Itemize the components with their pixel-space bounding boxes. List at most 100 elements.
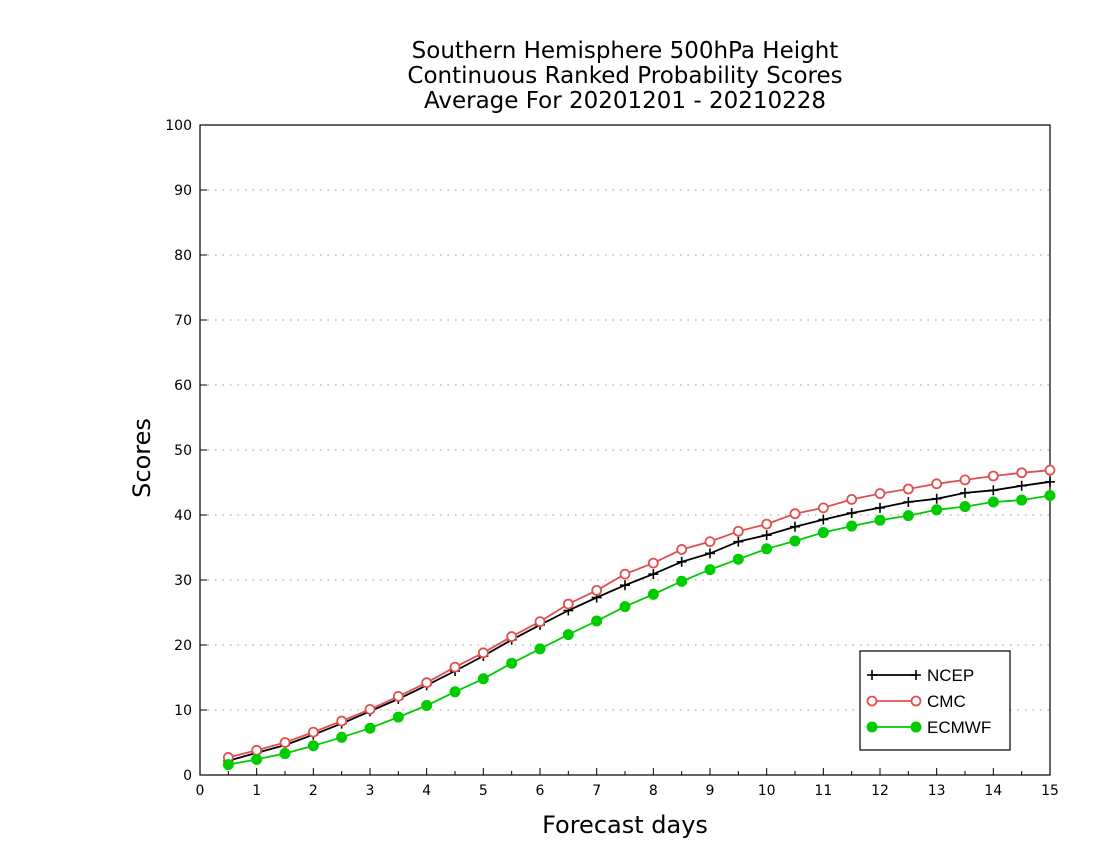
data-point-ncep — [818, 514, 829, 525]
x-tick-label: 10 — [758, 783, 776, 799]
data-point-ecmwf — [1016, 494, 1028, 506]
data-point-ecmwf — [364, 722, 376, 734]
data-point-ecmwf — [307, 740, 319, 752]
series-cmc — [222, 464, 1056, 763]
x-tick-label: 15 — [1041, 783, 1059, 799]
data-point-ecmwf — [336, 731, 348, 743]
data-point-cmc — [789, 508, 801, 520]
y-tick-label: 0 — [183, 768, 192, 784]
data-point-ecmwf — [676, 575, 688, 587]
y-axis-label: Scores — [128, 418, 156, 498]
data-point-cmc — [676, 544, 688, 555]
x-tick-label: 9 — [706, 783, 715, 799]
data-point-ncep — [988, 485, 999, 496]
x-tick-label: 5 — [479, 783, 488, 799]
series-ecmwf — [222, 490, 1056, 771]
data-point-ecmwf — [506, 657, 518, 669]
data-point-ecmwf — [704, 564, 716, 576]
y-tick-label: 50 — [174, 443, 192, 459]
x-tick-label: 14 — [984, 783, 1002, 799]
data-point-ncep — [931, 493, 942, 504]
data-point-cmc — [449, 661, 461, 673]
data-point-ncep — [648, 569, 659, 580]
legend-marker — [910, 695, 922, 707]
data-point-ncep — [733, 536, 744, 547]
data-point-ecmwf — [789, 535, 801, 547]
data-point-ecmwf — [761, 543, 773, 555]
legend-marker — [910, 721, 922, 733]
data-point-cmc — [874, 488, 886, 499]
data-point-cmc — [1044, 464, 1056, 476]
data-point-ecmwf — [987, 496, 999, 508]
data-point-ncep — [903, 497, 914, 507]
data-point-cmc — [704, 536, 716, 548]
data-point-cmc — [477, 647, 489, 659]
data-point-ncep — [705, 548, 715, 559]
x-tick-label: 7 — [592, 783, 601, 799]
data-point-ncep — [1045, 476, 1055, 487]
data-point-cmc — [421, 677, 433, 689]
data-point-cmc — [591, 585, 603, 596]
data-point-cmc — [817, 502, 829, 514]
data-point-ecmwf — [817, 527, 829, 539]
data-point-cmc — [534, 616, 546, 627]
data-point-ecmwf — [732, 553, 744, 565]
data-point-cmc — [336, 715, 348, 727]
data-point-ecmwf — [534, 643, 546, 655]
data-point-ecmwf — [449, 686, 461, 698]
data-point-ncep — [761, 530, 772, 541]
data-point-ncep — [960, 487, 970, 498]
x-axis-label: Forecast days — [542, 811, 708, 839]
chart-title-line: Continuous Ranked Probability Scores — [407, 63, 842, 89]
y-tick-label: 10 — [174, 703, 192, 719]
data-point-cmc — [364, 703, 376, 715]
legend-item-cmc: CMC — [866, 692, 966, 711]
data-point-ecmwf — [251, 753, 263, 765]
data-point-ecmwf — [222, 759, 234, 771]
data-point-cmc — [732, 525, 744, 537]
data-point-ecmwf — [421, 699, 433, 711]
data-point-cmc — [506, 631, 518, 642]
data-point-ecmwf — [1044, 490, 1056, 501]
data-point-ncep — [1016, 480, 1027, 491]
x-tick-label: 11 — [814, 783, 832, 799]
data-point-ncep — [875, 502, 885, 513]
data-point-ecmwf — [874, 514, 886, 526]
data-point-cmc — [846, 493, 858, 505]
data-point-cmc — [307, 726, 319, 738]
legend-marker — [911, 670, 921, 680]
legend-label: CMC — [927, 692, 966, 711]
data-point-ecmwf — [279, 748, 291, 760]
legend-marker — [866, 721, 878, 733]
data-point-cmc — [647, 557, 659, 569]
x-tick-label: 3 — [366, 783, 375, 799]
data-point-cmc — [987, 470, 999, 482]
data-point-ecmwf — [959, 501, 971, 513]
series — [222, 464, 1056, 771]
data-point-cmc — [1016, 467, 1028, 479]
data-point-ecmwf — [619, 601, 631, 613]
x-tick-label: 2 — [309, 783, 318, 799]
data-point-cmc — [761, 518, 773, 530]
data-point-ncep — [846, 508, 857, 519]
legend-label: ECMWF — [927, 718, 991, 737]
data-point-ncep — [790, 521, 800, 532]
x-tick-label: 8 — [649, 783, 658, 799]
y-tick-label: 40 — [174, 508, 192, 524]
x-tick-label: 4 — [422, 783, 431, 799]
chart-title-line: Average For 20201201 - 20210228 — [424, 88, 826, 114]
data-point-ncep — [620, 580, 630, 591]
data-point-ecmwf — [591, 615, 603, 627]
y-axis-ticks: 0 10 20 30 40 50 60 70 80 90 100 — [165, 118, 207, 784]
data-point-ecmwf — [647, 588, 659, 600]
y-tick-label: 20 — [174, 638, 192, 654]
y-tick-label: 60 — [174, 378, 192, 394]
x-tick-label: 13 — [928, 783, 946, 799]
data-point-ecmwf — [931, 504, 943, 516]
x-tick-label: 6 — [536, 783, 545, 799]
data-point-cmc — [279, 737, 291, 748]
data-point-cmc — [619, 568, 631, 580]
legend: NCEP CMC ECMWF — [859, 650, 1011, 751]
data-point-cmc — [562, 598, 574, 610]
